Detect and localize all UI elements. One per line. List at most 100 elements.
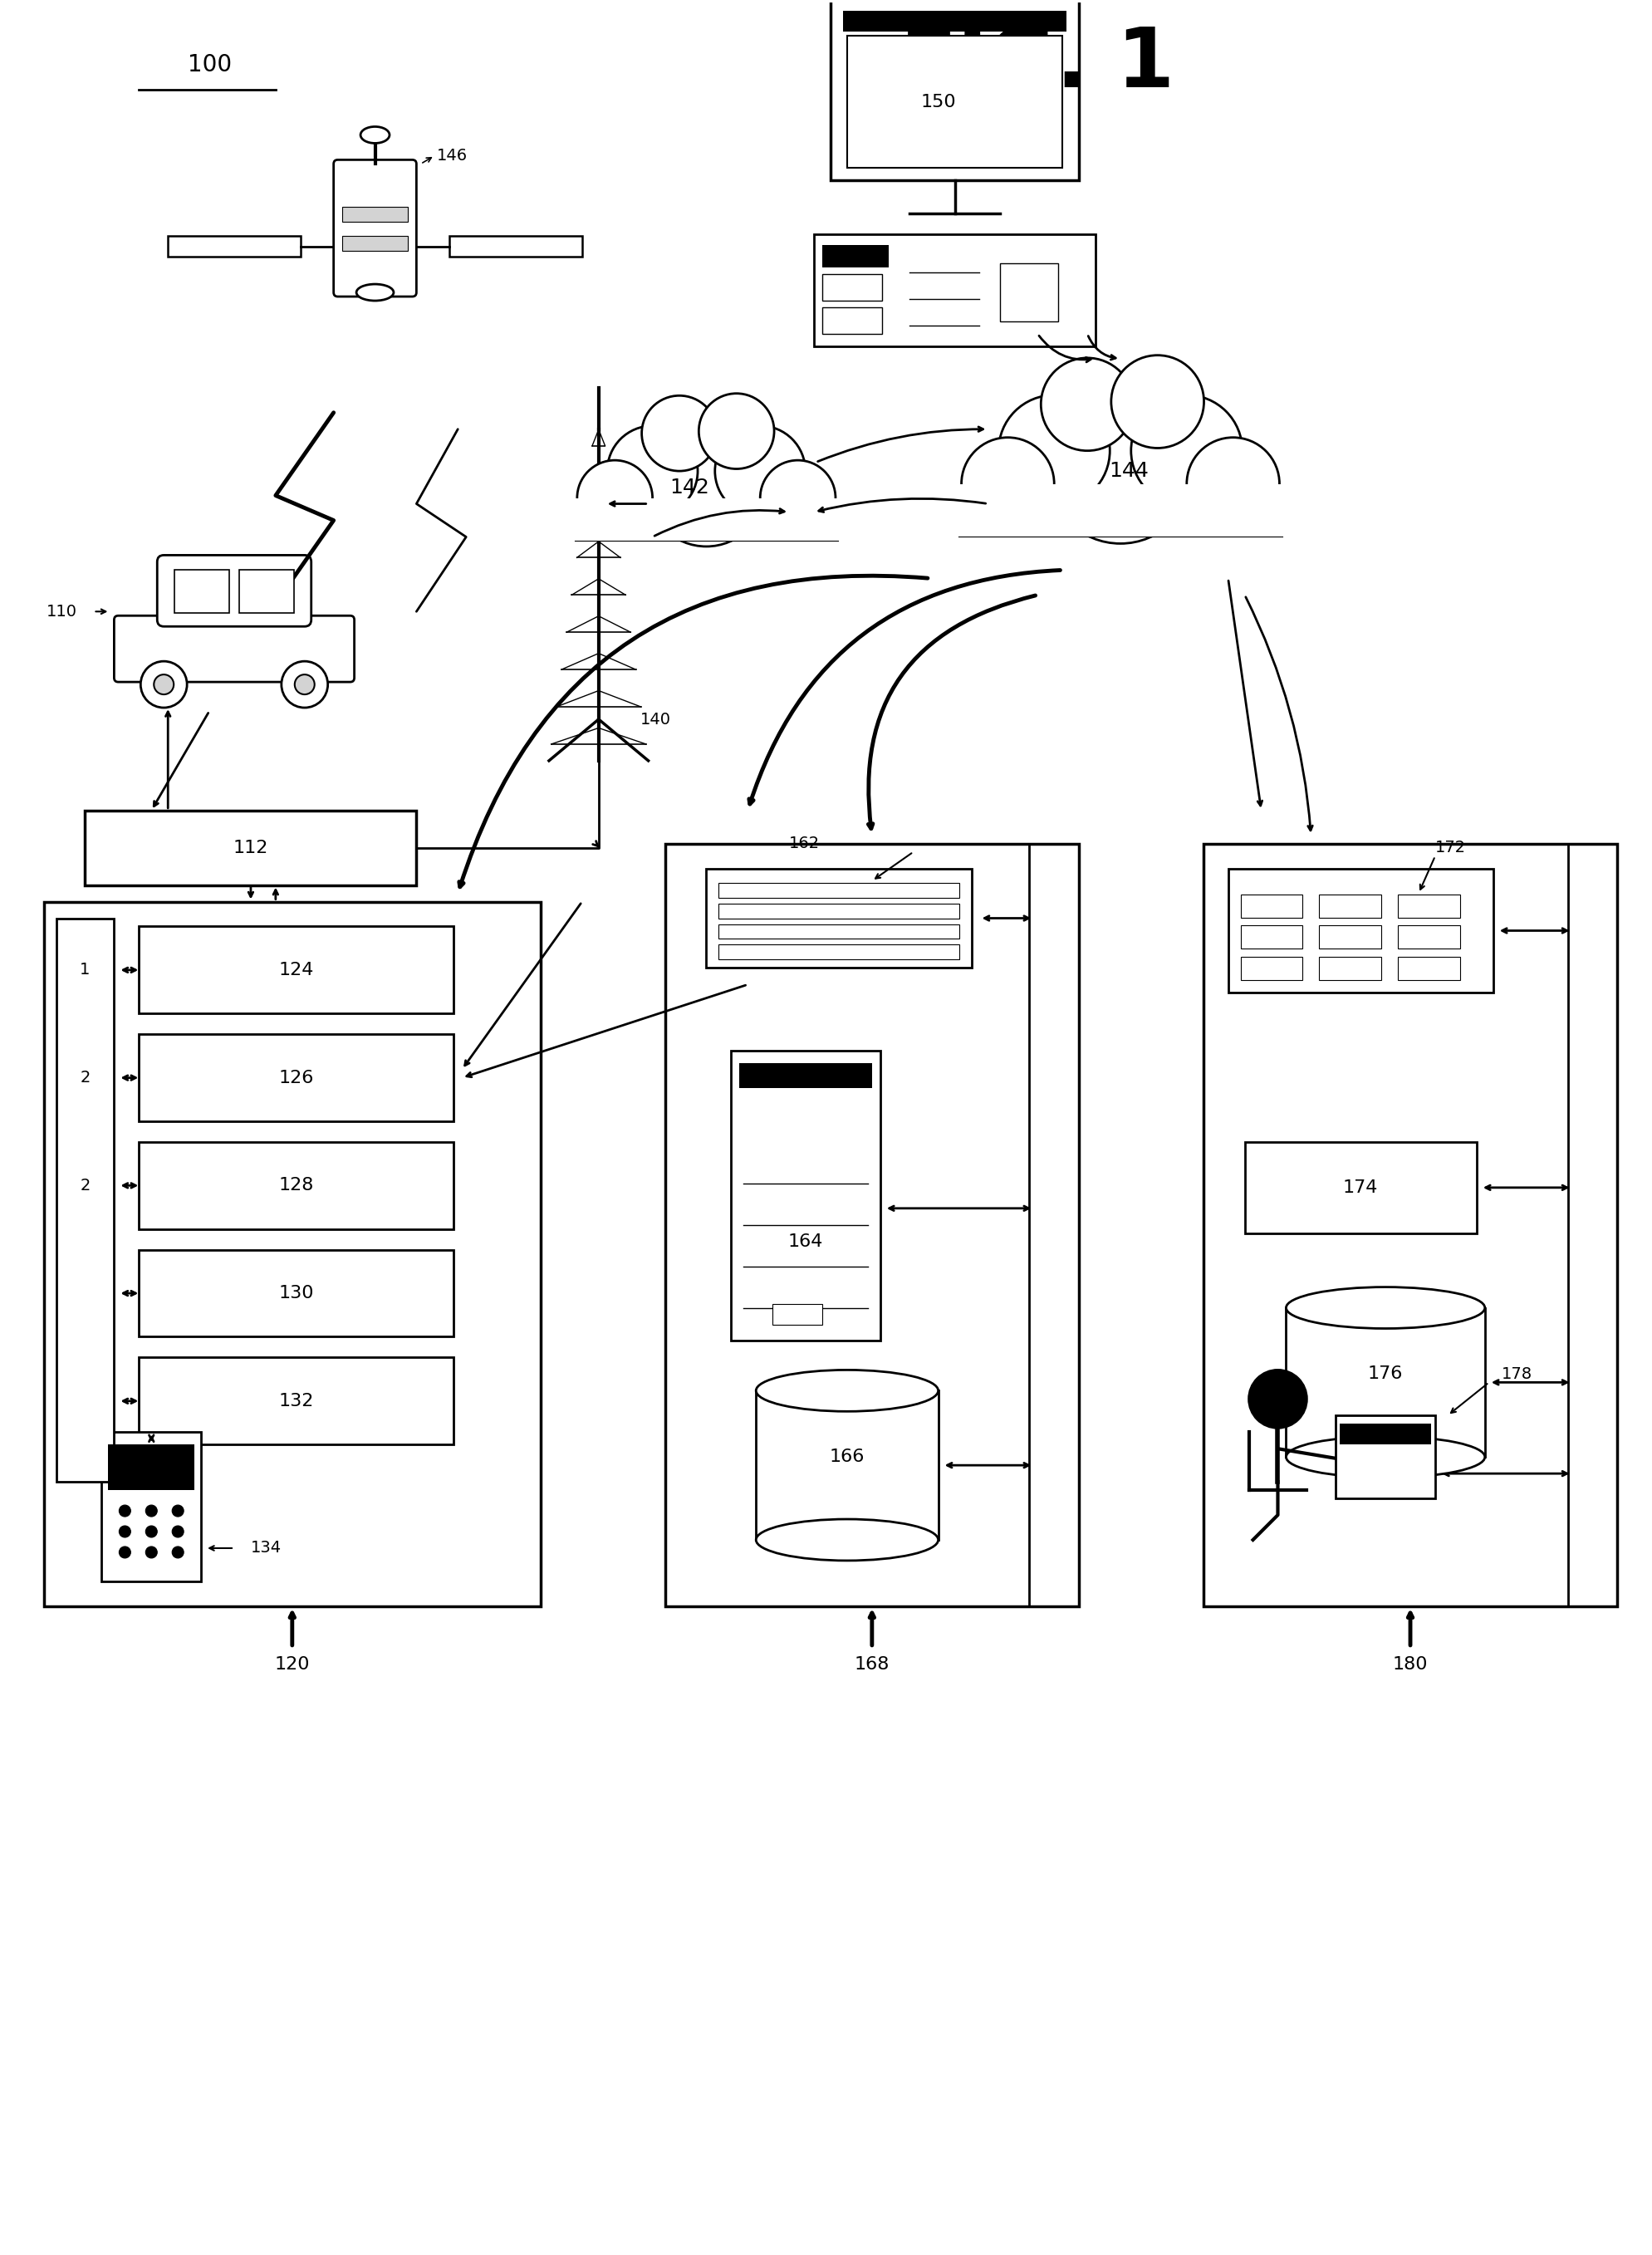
- Bar: [1241, 925, 1302, 949]
- Bar: [102, 1432, 202, 1581]
- Bar: [1241, 895, 1302, 918]
- Bar: [755, 1391, 938, 1540]
- Circle shape: [145, 1504, 157, 1518]
- Bar: [175, 571, 230, 613]
- Text: 142: 142: [669, 478, 709, 496]
- Bar: [1398, 956, 1459, 981]
- FancyBboxPatch shape: [334, 160, 416, 298]
- Circle shape: [577, 460, 653, 537]
- Ellipse shape: [755, 1371, 938, 1412]
- Circle shape: [119, 1527, 131, 1538]
- Bar: [1227, 868, 1492, 992]
- Text: 164: 164: [788, 1233, 823, 1249]
- Circle shape: [281, 661, 327, 708]
- Text: 124: 124: [279, 961, 314, 979]
- Bar: [1241, 956, 1302, 981]
- Text: 2: 2: [79, 1069, 91, 1085]
- Text: 162: 162: [788, 837, 819, 852]
- Circle shape: [172, 1527, 183, 1538]
- Circle shape: [1047, 397, 1193, 543]
- Bar: [1318, 925, 1381, 949]
- Ellipse shape: [360, 126, 390, 144]
- Text: 150: 150: [920, 92, 955, 110]
- Text: 100: 100: [187, 52, 231, 77]
- Bar: [719, 945, 958, 961]
- Bar: [86, 810, 416, 884]
- Circle shape: [998, 395, 1108, 507]
- Text: 1: 1: [79, 963, 91, 979]
- Circle shape: [140, 661, 187, 708]
- Bar: [719, 882, 958, 897]
- Circle shape: [119, 1504, 131, 1518]
- FancyBboxPatch shape: [114, 616, 354, 681]
- Bar: [705, 868, 971, 967]
- Circle shape: [715, 426, 805, 516]
- Ellipse shape: [1285, 1436, 1483, 1477]
- Bar: [139, 1035, 454, 1121]
- Text: 130: 130: [279, 1285, 314, 1301]
- Text: 176: 176: [1368, 1367, 1403, 1382]
- Text: 132: 132: [279, 1394, 314, 1409]
- Circle shape: [1110, 356, 1203, 449]
- Polygon shape: [575, 498, 838, 541]
- Text: 140: 140: [639, 710, 671, 726]
- Circle shape: [641, 395, 717, 471]
- Bar: [813, 235, 1095, 347]
- Polygon shape: [109, 1445, 195, 1491]
- Bar: [449, 237, 582, 257]
- Text: 172: 172: [1434, 839, 1465, 855]
- Text: 180: 180: [1393, 1655, 1427, 1673]
- Bar: [43, 902, 540, 1606]
- Circle shape: [1186, 437, 1279, 530]
- Ellipse shape: [755, 1520, 938, 1560]
- Bar: [240, 571, 294, 613]
- Bar: [831, 0, 1079, 180]
- Bar: [719, 925, 958, 938]
- Bar: [1398, 895, 1459, 918]
- Circle shape: [606, 426, 697, 516]
- Circle shape: [1130, 395, 1242, 507]
- Bar: [821, 275, 882, 300]
- Circle shape: [699, 392, 773, 469]
- Bar: [664, 843, 1079, 1606]
- Ellipse shape: [357, 284, 393, 300]
- Polygon shape: [843, 11, 1066, 32]
- Bar: [1335, 1416, 1434, 1497]
- Circle shape: [648, 428, 765, 546]
- Bar: [139, 927, 454, 1012]
- Text: 128: 128: [279, 1177, 314, 1193]
- Circle shape: [119, 1547, 131, 1558]
- Text: 178: 178: [1500, 1367, 1531, 1382]
- Circle shape: [1249, 1371, 1307, 1427]
- Polygon shape: [821, 246, 889, 268]
- Bar: [1203, 843, 1617, 1606]
- Text: 168: 168: [854, 1655, 889, 1673]
- Circle shape: [760, 460, 836, 537]
- Bar: [56, 918, 114, 1482]
- Circle shape: [145, 1527, 157, 1538]
- Circle shape: [294, 674, 314, 695]
- Text: 144: 144: [1108, 460, 1148, 480]
- Bar: [821, 307, 882, 334]
- Text: 120: 120: [274, 1655, 309, 1673]
- Text: 110: 110: [46, 604, 76, 620]
- Circle shape: [145, 1547, 157, 1558]
- Bar: [847, 36, 1062, 169]
- Bar: [1285, 1308, 1483, 1457]
- Text: 174: 174: [1343, 1179, 1378, 1195]
- Text: 166: 166: [829, 1448, 864, 1466]
- Bar: [169, 237, 301, 257]
- Bar: [1318, 956, 1381, 981]
- Bar: [730, 1051, 881, 1342]
- Text: 134: 134: [251, 1540, 281, 1556]
- FancyBboxPatch shape: [157, 555, 311, 627]
- Circle shape: [961, 437, 1054, 530]
- Text: 112: 112: [233, 839, 268, 857]
- Circle shape: [172, 1547, 183, 1558]
- Circle shape: [154, 674, 173, 695]
- Bar: [342, 207, 408, 221]
- Text: 2: 2: [79, 1177, 91, 1193]
- Text: 146: 146: [436, 149, 468, 165]
- Polygon shape: [958, 485, 1282, 537]
- Text: 126: 126: [279, 1069, 314, 1087]
